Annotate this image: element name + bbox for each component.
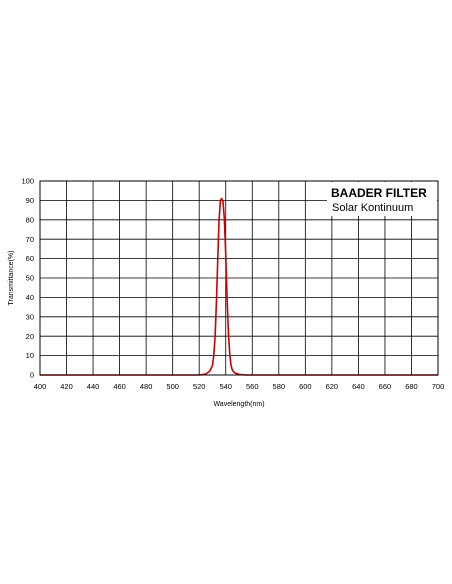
x-tick-label: 480 [140, 382, 153, 391]
x-tick-label: 620 [326, 382, 339, 391]
y-tick-label: 40 [26, 293, 34, 302]
x-tick-label: 440 [87, 382, 100, 391]
y-tick-label: 0 [30, 371, 34, 380]
legend-subtitle: Solar Kontinuum [332, 202, 413, 214]
x-tick-label: 460 [113, 382, 126, 391]
x-tick-label: 420 [60, 382, 73, 391]
series-line-0 [40, 197, 438, 376]
x-axis-label: Wavelength(nm) [213, 401, 264, 408]
y-tick-label: 90 [26, 196, 34, 205]
x-tick-label: 660 [379, 382, 392, 391]
series-lines [40, 197, 438, 376]
x-tick-label: 540 [219, 382, 232, 391]
tick-labels: 400 420 440 460 480 500 520 540 560 580 600 620 640 6… [21, 177, 444, 391]
x-tick-label: 600 [299, 382, 312, 391]
x-tick-label: 500 [166, 382, 179, 391]
legend-box [327, 182, 437, 216]
y-tick-label: 50 [26, 274, 34, 283]
plot-border [39, 180, 439, 376]
x-tick-label: 700 [432, 382, 445, 391]
y-tick-label: 20 [26, 332, 34, 341]
x-tick-label: 580 [273, 382, 286, 391]
x-tick-label: 560 [246, 382, 259, 391]
y-tick-label: 10 [26, 351, 34, 360]
y-tick-label: 100 [21, 177, 34, 186]
y-tick-label: 30 [26, 312, 34, 321]
y-tick-label: 80 [26, 215, 34, 224]
y-axis-label: Transmittance(%) [8, 251, 15, 306]
y-tick-label: 60 [26, 254, 34, 263]
y-tick-label: 70 [26, 235, 34, 244]
x-tick-label: 640 [352, 382, 365, 391]
x-tick-label: 680 [405, 382, 418, 391]
x-tick-label: 400 [34, 382, 47, 391]
x-tick-label: 520 [193, 382, 206, 391]
legend-title: BAADER FILTER [331, 186, 427, 200]
